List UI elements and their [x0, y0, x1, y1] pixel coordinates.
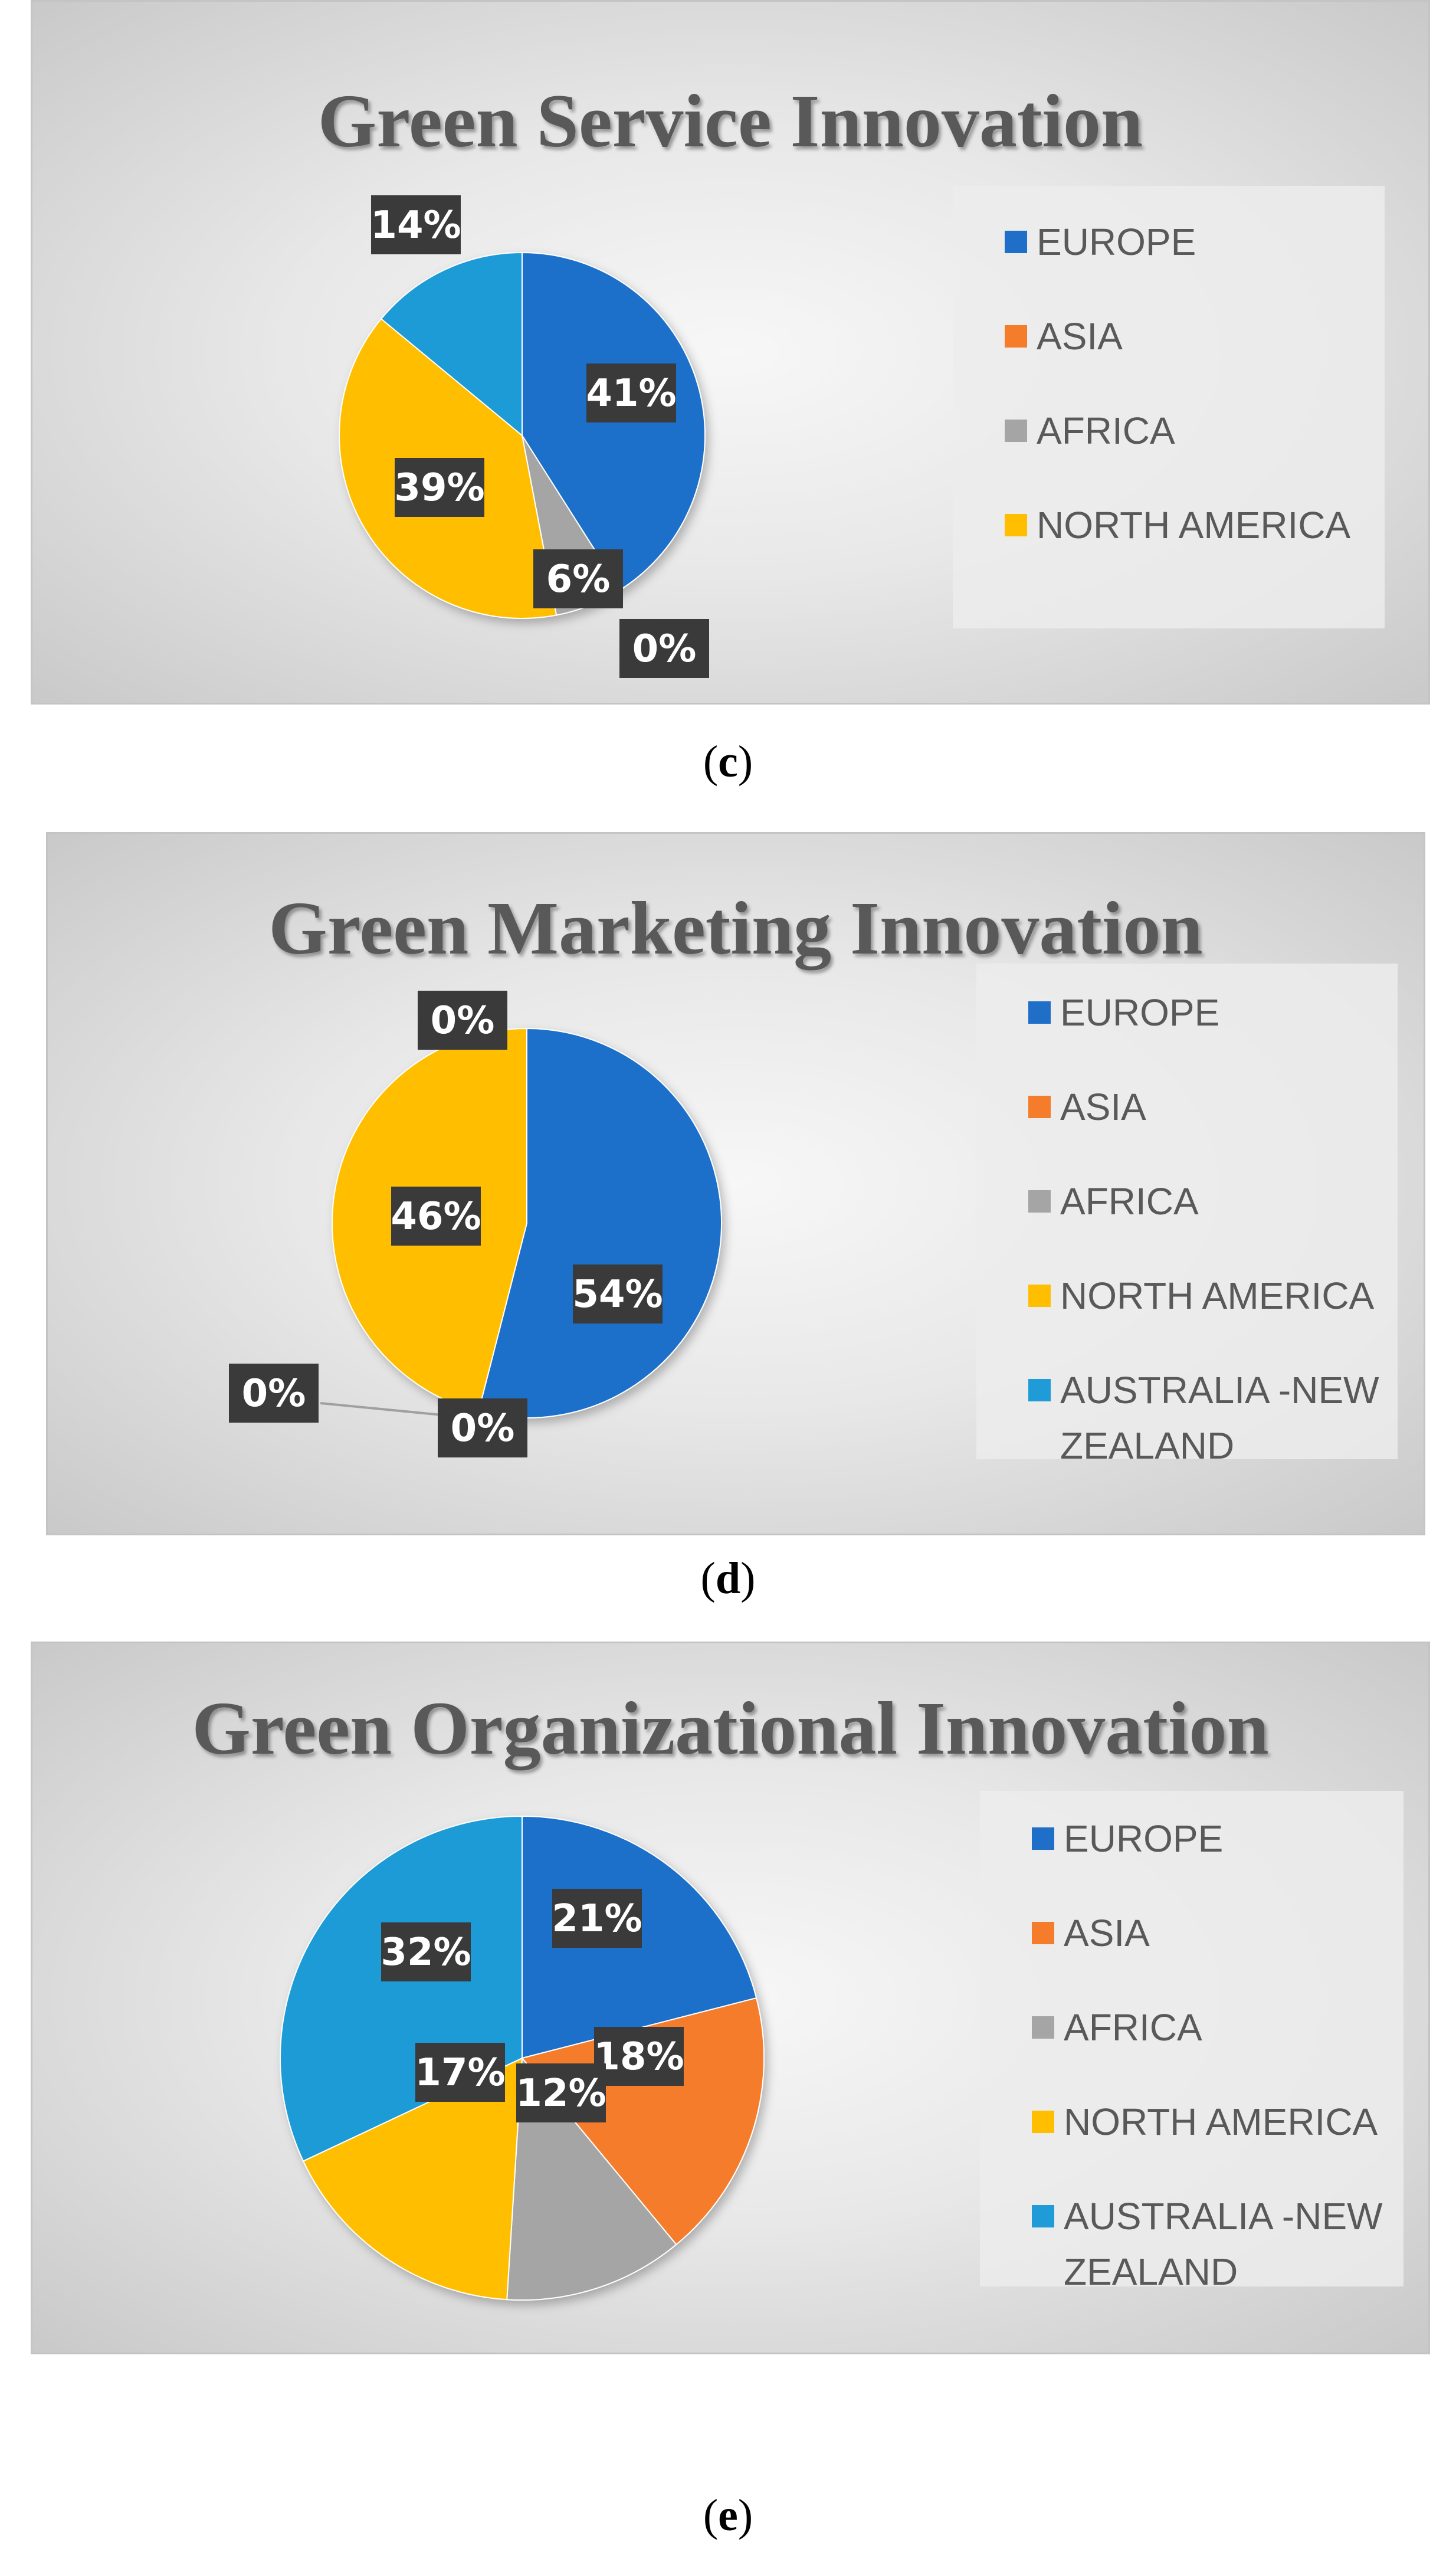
data-label-text: 12%	[516, 2072, 606, 2115]
chart-panel-e: Green Organizational Innovation 21% 18% 12…	[31, 1642, 1430, 2354]
data-label-box	[371, 195, 461, 254]
legend-label: NORTH AMERICA	[1037, 504, 1351, 546]
data-label-africa: 0%	[229, 1364, 319, 1423]
data-label-box	[391, 1187, 481, 1246]
data-label-africa: 6%	[533, 549, 623, 608]
data-label-text: 54%	[572, 1273, 663, 1316]
legend-label: AFRICA	[1064, 2006, 1202, 2049]
legend-swatch	[1005, 420, 1027, 442]
data-label-australia-new-zealand: 0%	[418, 991, 507, 1050]
pie-slice-north-america	[302, 2057, 523, 2301]
legend-label: NORTH AMERICA	[1060, 1275, 1375, 1317]
data-label-north-america: 39%	[394, 458, 485, 517]
data-label-box	[438, 1398, 527, 1457]
data-label-text: 0%	[451, 1407, 515, 1450]
chart-panel-d: Green Marketing Innovation 54% 0% 0% 46% 0% …	[46, 832, 1425, 1535]
data-label-asia: 18%	[593, 2027, 684, 2086]
legend-label: ASIA	[1064, 1912, 1150, 1954]
pie-chart-e: 21% 18%12% 17% 32%	[280, 1815, 765, 2301]
data-label-box	[381, 1922, 471, 1981]
legend-label: ASIA	[1060, 1086, 1146, 1128]
legend-label: ASIA	[1037, 315, 1123, 358]
data-label-text: 41%	[586, 372, 676, 415]
chart-title: Green Marketing Innovation	[268, 886, 1203, 970]
data-label-box	[586, 363, 676, 422]
legend-swatch	[1028, 1379, 1051, 1401]
data-label-australia-new-zealand: 32%	[381, 1922, 471, 1981]
legend-swatch	[1005, 325, 1027, 348]
data-label-text: 14%	[370, 204, 461, 247]
legend-swatch	[1028, 1190, 1051, 1213]
legend-label: AUSTRALIA -NEW ZEALAND	[1060, 1369, 1379, 1467]
data-label-box	[573, 1264, 663, 1323]
caption-e: (e)	[703, 2491, 753, 2540]
legend-label: AUSTRALIA -NEW ZEALAND	[1064, 2195, 1383, 2293]
legend-swatch	[1032, 1827, 1054, 1850]
legend-label: NORTH AMERICA	[1064, 2101, 1378, 2143]
data-label-text: 17%	[415, 2051, 505, 2095]
data-label-box	[395, 458, 484, 517]
legend-swatch	[1005, 231, 1027, 253]
data-label-text: 46%	[391, 1195, 481, 1239]
legend-swatch	[1032, 2205, 1054, 2227]
data-label-africa: 12%	[516, 2063, 606, 2122]
data-label-north-america: 17%	[415, 2043, 506, 2102]
caption-letter: c	[718, 737, 738, 787]
chart-panel-c: Green Service Innovation 41% 0% 6% 39% 14% E…	[31, 0, 1430, 705]
chart-title: Green Organizational Innovation	[192, 1686, 1269, 1770]
legend-swatch	[1028, 1001, 1051, 1024]
legend-swatch	[1028, 1096, 1051, 1118]
data-label-europe: 54%	[572, 1264, 663, 1323]
legend-swatch	[1032, 2111, 1054, 2133]
data-label-text: 0%	[431, 999, 495, 1043]
chart-title: Green Service Innovation	[317, 79, 1143, 163]
pie-slices	[339, 251, 706, 620]
caption-c: (c)	[703, 737, 753, 787]
data-label-box	[229, 1364, 319, 1423]
data-label-text: 6%	[546, 558, 611, 601]
data-label-box	[552, 1889, 642, 1948]
legend-e: EUROPE ASIA AFRICA NORTH AMERICA AUSTRALIA -…	[980, 1791, 1403, 2293]
data-label-north-america: 46%	[391, 1187, 481, 1246]
legend-c: EUROPE ASIA AFRICA NORTH AMERICA	[953, 186, 1385, 628]
pie-slices	[280, 1815, 765, 2301]
data-label-box	[594, 2027, 684, 2086]
caption-d: (d)	[700, 1554, 756, 1603]
legend-d: EUROPE ASIA AFRICA NORTH AMERICA AUSTRALIA -…	[976, 964, 1398, 1467]
legend-label: AFRICA	[1060, 1180, 1199, 1223]
legend-label: EUROPE	[1037, 221, 1196, 263]
data-label-australia-new-zealand: 14%	[370, 195, 461, 254]
legend-label: EUROPE	[1064, 1817, 1224, 1860]
data-label-box	[516, 2063, 606, 2122]
caption-letter: e	[718, 2491, 738, 2540]
legend-label: AFRICA	[1037, 410, 1175, 452]
pie-slice-australia-new-zealand	[380, 251, 523, 437]
caption-letter: d	[715, 1554, 741, 1603]
legend-swatch	[1005, 514, 1027, 536]
pie-chart-d: 54% 0% 0% 46% 0%	[229, 991, 722, 1457]
data-label-text: 0%	[632, 627, 697, 671]
legend-swatch	[1032, 2016, 1054, 2039]
pie-slice-asia	[521, 1997, 765, 2246]
data-label-text: 39%	[394, 466, 484, 510]
data-label-europe: 21%	[552, 1889, 642, 1948]
legend-label: EUROPE	[1060, 991, 1220, 1034]
data-label-text: 32%	[381, 1931, 471, 1974]
data-label-asia: 0%	[619, 619, 709, 678]
data-label-box	[619, 619, 709, 678]
pie-chart-c: 41% 0% 6% 39% 14%	[339, 195, 709, 678]
data-label-text: 21%	[552, 1897, 642, 1941]
data-label-asia: 0%	[438, 1398, 527, 1457]
data-label-europe: 41%	[586, 363, 677, 422]
data-label-text: 18%	[593, 2035, 684, 2079]
data-label-box	[418, 991, 507, 1050]
legend-swatch	[1028, 1285, 1051, 1307]
data-label-box	[415, 2043, 505, 2102]
data-label-box	[533, 549, 623, 608]
legend-swatch	[1032, 1922, 1054, 1944]
data-label-text: 0%	[242, 1372, 306, 1416]
